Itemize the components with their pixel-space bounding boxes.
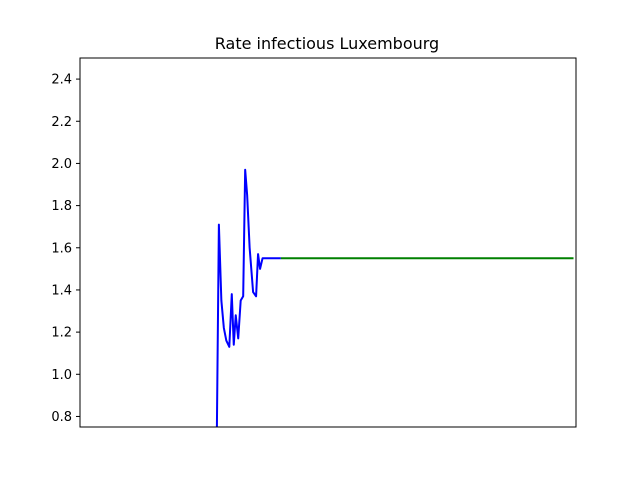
plot-frame [79, 57, 577, 428]
y-tick-label: 1.2 [51, 326, 72, 341]
chart-title: Rate infectious Luxembourg [215, 34, 439, 53]
y-tick-label: 0.8 [51, 410, 72, 425]
y-tick-label: 1.8 [51, 199, 72, 214]
y-tick-label: 2.2 [51, 115, 72, 130]
y-axis: 0.8 1.0 1.2 1.4 1.6 1.8 2.0 2.2 2.4 [51, 73, 80, 425]
y-tick-label: 1.4 [51, 283, 72, 298]
y-tick-label: 1.6 [51, 241, 72, 256]
y-tick-label: 1.0 [51, 368, 72, 383]
y-tick-label: 2.0 [51, 157, 72, 172]
y-tick-label: 2.4 [51, 73, 72, 88]
series-line-0 [215, 168, 281, 428]
series-layer [215, 168, 574, 428]
